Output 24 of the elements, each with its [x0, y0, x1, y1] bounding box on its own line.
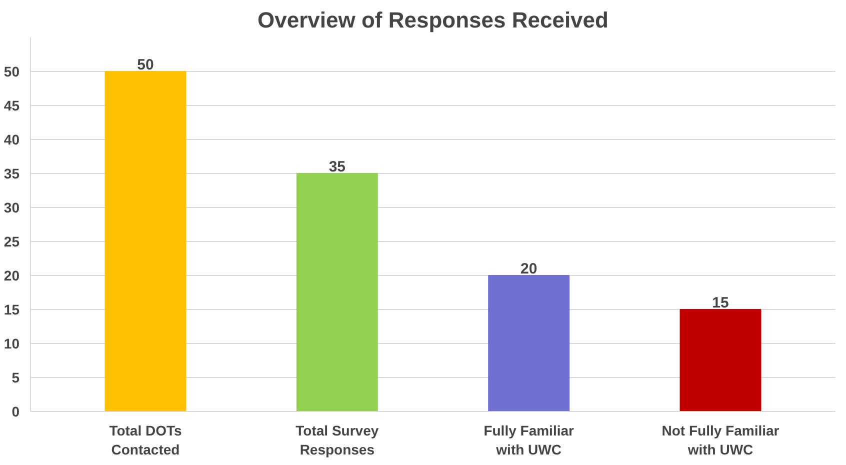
y-tick-label: 35: [4, 166, 20, 182]
y-tick-label: 5: [12, 370, 20, 386]
data-label: 35: [328, 158, 346, 176]
x-tick-label: Not Fully Familiar with UWC: [662, 422, 780, 458]
data-label: 15: [712, 294, 729, 312]
bar: [680, 309, 762, 412]
y-tick-label: 30: [4, 200, 20, 216]
y-tick-label: 50: [4, 64, 20, 80]
chart-title: Overview of Responses Received: [258, 8, 608, 32]
x-tick-label: Fully Familiar with UWC: [484, 422, 575, 458]
data-label: 50: [137, 56, 154, 74]
y-tick-label: 20: [4, 268, 20, 284]
data-label: 20: [520, 260, 538, 278]
x-tick-label: Total DOTs Contacted: [109, 422, 182, 458]
bar: [296, 173, 378, 412]
y-tick-label: 45: [4, 98, 20, 114]
bar: [104, 71, 186, 412]
y-tick-label: 15: [4, 302, 20, 318]
y-tick-label: 25: [4, 234, 20, 250]
x-tick-label: Total Survey Responses: [296, 422, 379, 458]
y-tick-label: 0: [12, 404, 20, 420]
y-tick-label: 10: [4, 336, 20, 352]
bar: [488, 275, 570, 412]
y-tick-label: 40: [4, 132, 20, 148]
